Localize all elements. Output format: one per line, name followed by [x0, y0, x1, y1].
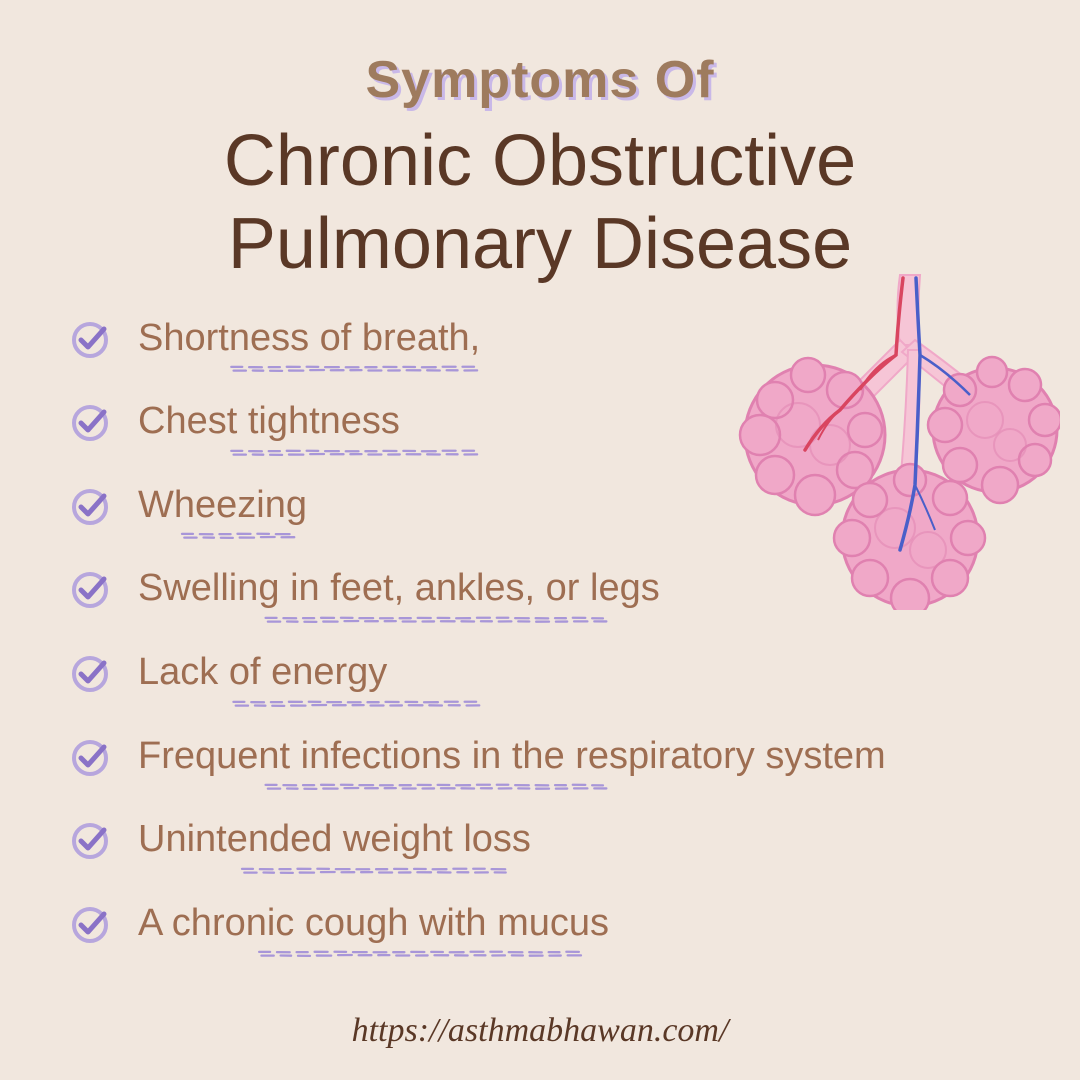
main-title: Chronic Obstructive Pulmonary Disease — [0, 120, 1080, 286]
symptom-text: Swelling in feet, ankles, or legs — [138, 566, 660, 612]
underline-decoration — [138, 700, 578, 708]
title-line1: Chronic Obstructive — [224, 121, 856, 201]
header: Symptoms Of Chronic Obstructive Pulmonar… — [0, 0, 1080, 286]
symptom-item: Frequent infections in the respiratory s… — [70, 734, 1010, 780]
footer-url: https://asthmabhawan.com/ — [0, 1012, 1080, 1050]
symptom-text: Frequent infections in the respiratory s… — [138, 734, 886, 780]
symptom-item: A chronic cough with mucus — [70, 901, 1010, 947]
symptom-text: Unintended weight loss — [138, 817, 531, 863]
underline-decoration — [138, 783, 728, 791]
check-icon — [70, 570, 110, 610]
symptom-item: Unintended weight loss — [70, 817, 1010, 863]
symptom-text-wrap: Chest tightness — [138, 399, 400, 445]
check-icon — [70, 487, 110, 527]
symptom-text: Chest tightness — [138, 399, 400, 445]
alveoli-illustration — [720, 270, 1060, 610]
check-icon — [70, 821, 110, 861]
pretitle: Symptoms Of — [0, 50, 1080, 110]
check-icon — [70, 403, 110, 443]
check-icon — [70, 738, 110, 778]
underline-decoration — [138, 532, 338, 540]
symptom-text-wrap: A chronic cough with mucus — [138, 901, 609, 947]
underline-decoration — [138, 950, 698, 958]
symptom-text: Shortness of breath, — [138, 316, 480, 362]
underline-decoration — [138, 616, 728, 624]
symptom-text-wrap: Shortness of breath, — [138, 316, 480, 362]
symptom-item: Lack of energy — [70, 650, 1010, 696]
symptom-text-wrap: Unintended weight loss — [138, 817, 531, 863]
symptom-text-wrap: Frequent infections in the respiratory s… — [138, 734, 886, 780]
symptom-text: Wheezing — [138, 483, 307, 529]
check-icon — [70, 654, 110, 694]
underline-decoration — [138, 365, 568, 373]
check-icon — [70, 905, 110, 945]
symptom-text-wrap: Lack of energy — [138, 650, 387, 696]
symptom-text-wrap: Wheezing — [138, 483, 307, 529]
underline-decoration — [138, 867, 618, 875]
check-icon — [70, 320, 110, 360]
symptom-text: A chronic cough with mucus — [138, 901, 609, 947]
symptom-text: Lack of energy — [138, 650, 387, 696]
symptom-text-wrap: Swelling in feet, ankles, or legs — [138, 566, 660, 612]
underline-decoration — [138, 449, 568, 457]
